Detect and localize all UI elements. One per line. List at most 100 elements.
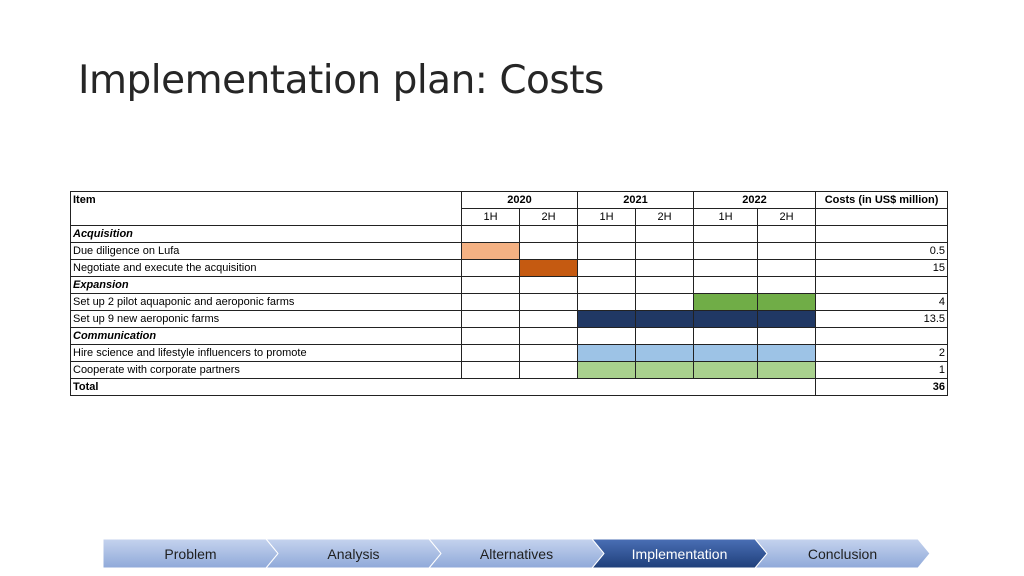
section-row: Expansion: [70, 276, 949, 294]
item-cost: 1: [815, 361, 949, 379]
gantt-bar-cell: [635, 344, 695, 362]
item-label: Negotiate and execute the acquisition: [70, 259, 462, 277]
gantt-empty-cell: [693, 242, 759, 260]
header-half: 1H: [461, 208, 520, 226]
gantt-bar-cell: [461, 242, 520, 260]
gantt-empty-cell: [693, 327, 759, 345]
process-breadcrumb: Problem Analysis Alternatives Implementatio…: [103, 539, 930, 568]
gantt-empty-cell: [757, 259, 817, 277]
gantt-bar-cell: [757, 310, 817, 328]
gantt-empty-cell: [518, 276, 579, 294]
gantt-bar-cell: [577, 361, 637, 379]
breadcrumb-step-problem[interactable]: Problem: [103, 539, 278, 568]
item-label: Due diligence on Lufa: [70, 242, 462, 260]
gantt-empty-cell: [635, 327, 695, 345]
gantt-empty-cell: [635, 242, 695, 260]
gantt-empty-cell: [518, 361, 579, 379]
gantt-empty-cell: [461, 225, 520, 243]
gantt-empty-cell: [577, 276, 637, 294]
item-cost: 0.5: [815, 242, 949, 260]
item-cost: [815, 327, 949, 345]
cost-plan-table: Item 2020 2021 2022 Costs (in US$ millio…: [69, 191, 949, 396]
item-cost: 13.5: [815, 310, 949, 328]
item-label: Hire science and lifestyle influencers t…: [70, 344, 462, 362]
header-year-2020: 2020: [460, 191, 579, 209]
gantt-empty-cell: [693, 259, 759, 277]
gantt-empty-cell: [461, 259, 520, 277]
gantt-empty-cell: [693, 225, 759, 243]
section-label: Expansion: [70, 276, 462, 294]
gantt-empty-cell: [518, 242, 579, 260]
gantt-empty-cell: [693, 276, 759, 294]
item-label: Cooperate with corporate partners: [70, 361, 462, 379]
breadcrumb-step-label: Alternatives: [479, 545, 554, 562]
gantt-empty-cell: [577, 242, 637, 260]
gantt-empty-cell: [461, 276, 520, 294]
gantt-empty-cell: [577, 259, 637, 277]
breadcrumb-step-implementation[interactable]: Implementation: [592, 539, 767, 568]
header-half: 2H: [757, 208, 817, 226]
gantt-empty-cell: [518, 225, 579, 243]
breadcrumb-step-label: Problem: [164, 545, 217, 562]
breadcrumb-step-conclusion[interactable]: Conclusion: [755, 539, 930, 568]
gantt-empty-cell: [757, 276, 817, 294]
header-half: 1H: [693, 208, 759, 226]
gantt-empty-cell: [635, 259, 695, 277]
gantt-bar-cell: [693, 344, 759, 362]
header-half: 1H: [577, 208, 637, 226]
header-cost: Costs (in US$ million): [815, 191, 949, 209]
gantt-empty-cell: [518, 327, 579, 345]
gantt-bar-cell: [757, 361, 817, 379]
total-label: Total: [69, 378, 817, 396]
gantt-empty-cell: [577, 327, 637, 345]
item-cost: 15: [815, 259, 949, 277]
gantt-bar-cell: [693, 361, 759, 379]
item-cost: 4: [815, 293, 949, 311]
gantt-bar-cell: [693, 310, 759, 328]
gantt-bar-cell: [757, 344, 817, 362]
gantt-empty-cell: [461, 293, 520, 311]
gantt-empty-cell: [577, 293, 637, 311]
gantt-empty-cell: [635, 293, 695, 311]
header-item: Item: [70, 191, 462, 226]
gantt-empty-cell: [461, 327, 520, 345]
breadcrumb-step-label: Implementation: [631, 545, 728, 562]
total-row: Total 36: [69, 378, 949, 396]
chevron-shape: [592, 539, 767, 568]
slide-title: Implementation plan: Costs: [78, 58, 604, 103]
section-row: Acquisition: [70, 225, 949, 243]
item-label: Set up 2 pilot aquaponic and aeroponic f…: [70, 293, 462, 311]
item-cost: [815, 276, 949, 294]
item-cost: [815, 225, 949, 243]
table-row: Hire science and lifestyle influencers t…: [70, 344, 949, 362]
header-half: 2H: [518, 208, 579, 226]
gantt-empty-cell: [757, 327, 817, 345]
plan-body: Acquisition Due diligence on Lufa 0.5 Negot…: [70, 225, 949, 379]
gantt-empty-cell: [518, 293, 579, 311]
gantt-empty-cell: [757, 242, 817, 260]
table-row: Cooperate with corporate partners 1: [70, 361, 949, 379]
table-row: Set up 9 new aeroponic farms 13.5: [70, 310, 949, 328]
gantt-bar-cell: [635, 361, 695, 379]
gantt-bar-cell: [635, 310, 695, 328]
section-row: Communication: [70, 327, 949, 345]
breadcrumb-step-label: Conclusion: [807, 545, 878, 562]
gantt-bar-cell: [577, 344, 637, 362]
breadcrumb-step-alternatives[interactable]: Alternatives: [429, 539, 604, 568]
table-row: Negotiate and execute the acquisition 15: [70, 259, 949, 277]
header-year-2022: 2022: [693, 191, 817, 209]
header-half: 2H: [635, 208, 695, 226]
gantt-empty-cell: [518, 310, 579, 328]
gantt-empty-cell: [461, 361, 520, 379]
breadcrumb-step-analysis[interactable]: Analysis: [266, 539, 441, 568]
item-cost: 2: [815, 344, 949, 362]
section-label: Acquisition: [70, 225, 462, 243]
header-year-2021: 2021: [577, 191, 695, 209]
gantt-empty-cell: [461, 310, 520, 328]
gantt-bar-cell: [518, 259, 579, 277]
gantt-empty-cell: [635, 225, 695, 243]
gantt-empty-cell: [577, 225, 637, 243]
section-label: Communication: [70, 327, 462, 345]
gantt-bar-cell: [577, 310, 637, 328]
chevron-shape: [266, 539, 441, 568]
